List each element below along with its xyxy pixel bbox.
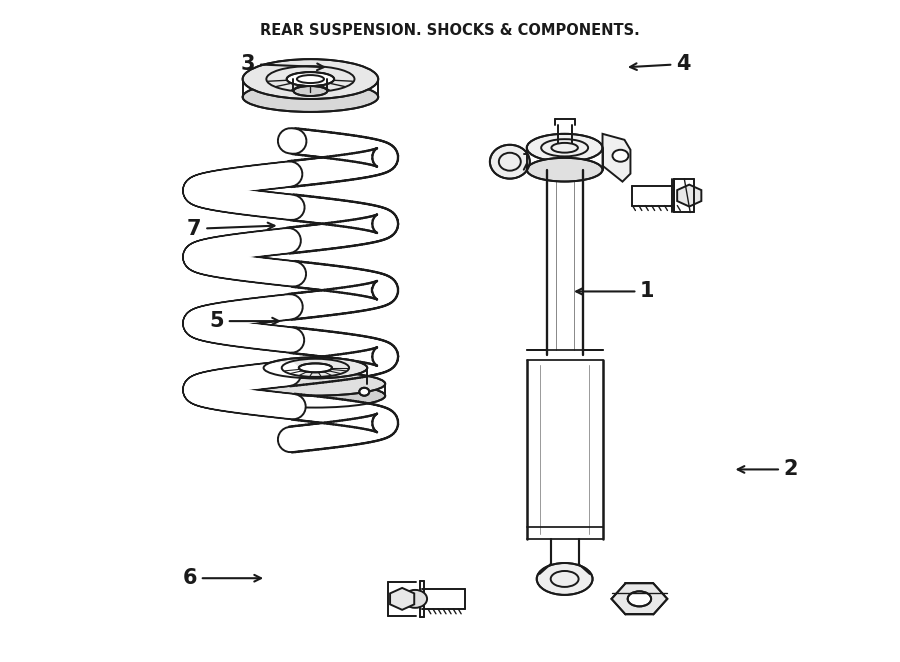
Ellipse shape bbox=[246, 384, 385, 408]
Polygon shape bbox=[390, 588, 414, 610]
Ellipse shape bbox=[243, 59, 378, 99]
Ellipse shape bbox=[297, 75, 324, 83]
Ellipse shape bbox=[287, 72, 334, 86]
Ellipse shape bbox=[299, 363, 332, 372]
Text: 4: 4 bbox=[630, 54, 690, 74]
Ellipse shape bbox=[613, 150, 628, 162]
Ellipse shape bbox=[359, 388, 369, 396]
Ellipse shape bbox=[536, 563, 592, 595]
Polygon shape bbox=[677, 185, 701, 207]
Text: 1: 1 bbox=[576, 281, 654, 301]
Polygon shape bbox=[602, 134, 630, 181]
Text: 3: 3 bbox=[241, 54, 324, 74]
Ellipse shape bbox=[627, 591, 651, 606]
Text: 2: 2 bbox=[738, 459, 798, 479]
Text: 6: 6 bbox=[183, 568, 261, 589]
Polygon shape bbox=[611, 583, 667, 614]
Text: 5: 5 bbox=[210, 311, 279, 331]
Ellipse shape bbox=[293, 86, 328, 96]
Ellipse shape bbox=[403, 590, 427, 608]
Text: 7: 7 bbox=[187, 219, 274, 239]
Ellipse shape bbox=[243, 82, 378, 112]
Ellipse shape bbox=[526, 158, 602, 181]
Ellipse shape bbox=[490, 145, 530, 179]
Ellipse shape bbox=[264, 357, 367, 378]
Ellipse shape bbox=[246, 372, 385, 396]
Ellipse shape bbox=[526, 134, 602, 162]
Text: REAR SUSPENSION. SHOCKS & COMPONENTS.: REAR SUSPENSION. SHOCKS & COMPONENTS. bbox=[260, 23, 640, 38]
